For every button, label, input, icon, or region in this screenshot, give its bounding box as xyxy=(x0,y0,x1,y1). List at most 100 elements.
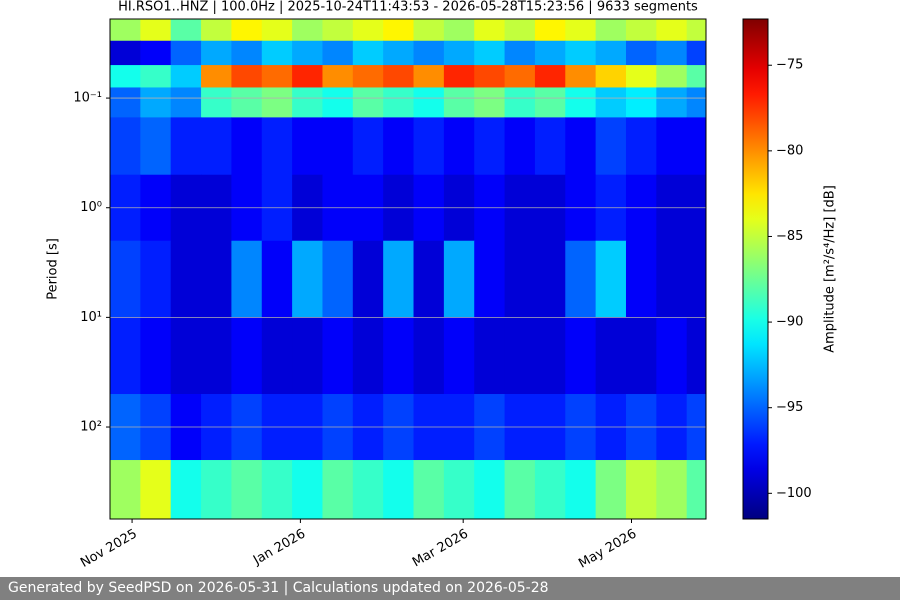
heatmap-cell xyxy=(565,87,597,118)
heatmap-cell xyxy=(110,19,141,42)
heatmap-cell xyxy=(565,40,597,66)
heatmap-cell xyxy=(595,117,627,176)
heatmap-cell xyxy=(413,117,445,176)
heatmap-cell xyxy=(504,19,536,42)
colorbar-tick-label: −80 xyxy=(776,143,803,158)
heatmap-cell xyxy=(656,240,688,318)
heatmap-cell xyxy=(595,460,627,520)
heatmap-cell xyxy=(292,240,323,318)
heatmap-cell xyxy=(292,317,323,395)
heatmap-cell xyxy=(565,317,597,395)
heatmap-cell xyxy=(413,40,445,66)
heatmap-cell xyxy=(565,65,597,88)
heatmap-cell xyxy=(140,19,172,42)
x-tick-label: Nov 2025 xyxy=(78,527,140,571)
heatmap-cell xyxy=(201,87,232,118)
heatmap-cell xyxy=(140,65,172,88)
heatmap-cell xyxy=(534,65,566,88)
heatmap-cell xyxy=(352,460,384,520)
heatmap-cell xyxy=(625,460,657,520)
heatmap-cell xyxy=(201,317,232,395)
heatmap-cell xyxy=(686,87,707,118)
heatmap-cell xyxy=(656,87,688,118)
heatmap-cell xyxy=(231,87,263,118)
heatmap-cell xyxy=(231,19,263,42)
heatmap-cell xyxy=(231,40,263,66)
heatmap-cell xyxy=(686,460,707,520)
colorbar-tick-label: −85 xyxy=(776,229,803,244)
heatmap-cell xyxy=(383,460,415,520)
heatmap-cell xyxy=(352,317,384,395)
heatmap-cell xyxy=(201,19,232,42)
heatmap-cell xyxy=(595,240,627,318)
heatmap-cell xyxy=(231,317,263,395)
heatmap-cell xyxy=(413,460,445,520)
heatmap-cell xyxy=(170,117,202,176)
heatmap-cell xyxy=(595,19,627,42)
heatmap-cell xyxy=(534,19,566,42)
heatmap-cell xyxy=(656,65,688,88)
heatmap-cell xyxy=(413,317,445,395)
y-axis-label: Period [s] xyxy=(46,238,61,300)
heatmap-cell xyxy=(261,460,293,520)
heatmap-cell xyxy=(110,40,141,66)
heatmap-cell xyxy=(625,19,657,42)
heatmap-cell xyxy=(443,240,475,318)
heatmap-cell xyxy=(504,240,536,318)
heatmap-cell xyxy=(140,117,172,176)
heatmap-cell xyxy=(686,65,707,88)
heatmap-cell xyxy=(292,460,323,520)
heatmap-cell xyxy=(504,460,536,520)
heatmap-cell xyxy=(534,460,566,520)
heatmap-cell xyxy=(595,317,627,395)
plot-frame xyxy=(109,18,707,520)
heatmap-cell xyxy=(686,317,707,395)
y-tick-label: 10¹ xyxy=(80,310,102,325)
heatmap-cell xyxy=(443,65,475,88)
heatmap-cell xyxy=(686,40,707,66)
heatmap-cell xyxy=(625,40,657,66)
heatmap-cell xyxy=(352,19,384,42)
heatmap-cell xyxy=(352,240,384,318)
heatmap-cell xyxy=(322,87,354,118)
heatmap-cell xyxy=(565,117,597,176)
heatmap-cell xyxy=(140,240,172,318)
heatmap-cell xyxy=(625,317,657,395)
heatmap-cell xyxy=(110,117,141,176)
colorbar xyxy=(742,18,769,520)
heatmap-cell xyxy=(322,65,354,88)
heatmap-cell xyxy=(534,240,566,318)
heatmap-cell xyxy=(322,19,354,42)
y-tick-label: 10² xyxy=(80,420,102,435)
x-tick-label: Mar 2026 xyxy=(410,527,471,571)
heatmap-cell xyxy=(413,65,445,88)
heatmap-cell xyxy=(504,317,536,395)
heatmap-cell xyxy=(595,65,627,88)
heatmap-cell xyxy=(383,240,415,318)
heatmap-cell xyxy=(292,65,323,88)
x-tick-label: May 2026 xyxy=(576,527,639,572)
heatmap-cell xyxy=(261,87,293,118)
heatmap-cell xyxy=(504,40,536,66)
heatmap-cell xyxy=(383,65,415,88)
heatmap-cell xyxy=(383,19,415,42)
colorbar-tick-label: −75 xyxy=(776,58,803,73)
heatmap-cell xyxy=(231,460,263,520)
heatmap-cell xyxy=(383,40,415,66)
heatmap-cell xyxy=(625,240,657,318)
heatmap-cell xyxy=(261,117,293,176)
heatmap-cell xyxy=(110,317,141,395)
heatmap-cell xyxy=(140,460,172,520)
heatmap-cell xyxy=(565,460,597,520)
heatmap-cell xyxy=(322,240,354,318)
heatmap-cell xyxy=(565,240,597,318)
heatmap-cell xyxy=(261,19,293,42)
heatmap-cell xyxy=(474,40,506,66)
heatmap-cell xyxy=(140,40,172,66)
heatmap-cell xyxy=(656,117,688,176)
heatmap-cell xyxy=(504,117,536,176)
heatmap-cell xyxy=(625,117,657,176)
heatmap-cell xyxy=(322,40,354,66)
heatmap-cell xyxy=(474,460,506,520)
heatmap-cell xyxy=(383,317,415,395)
